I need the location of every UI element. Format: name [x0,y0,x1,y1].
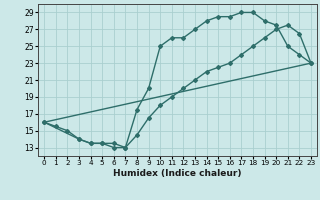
X-axis label: Humidex (Indice chaleur): Humidex (Indice chaleur) [113,169,242,178]
